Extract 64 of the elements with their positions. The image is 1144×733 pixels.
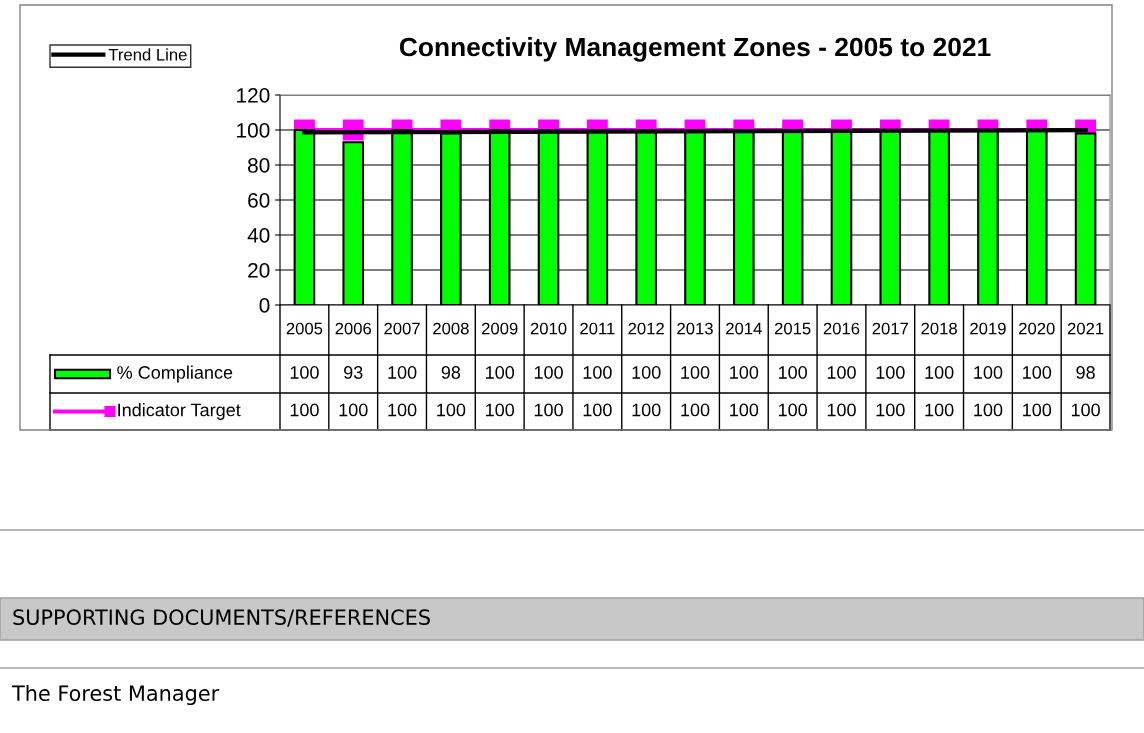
y-tick-label: 80 [248, 158, 270, 173]
data-label: 100 [925, 366, 954, 379]
x-tick-label: 2010 [530, 322, 567, 335]
data-label: 100 [437, 403, 466, 417]
x-tick-label: 2011 [580, 322, 615, 335]
y-tick-label: 120 [237, 88, 270, 103]
data-label: 100 [827, 366, 856, 379]
data-label: 100 [681, 403, 710, 417]
legend-label: % Compliance [117, 365, 233, 383]
data-label: 100 [339, 403, 368, 417]
data-label: 100 [1023, 403, 1052, 417]
data-label: 100 [876, 403, 905, 417]
x-tick-label: 2012 [628, 322, 664, 335]
legend-label: Indicator Target [118, 403, 241, 420]
x-tick-label: 2009 [482, 322, 518, 335]
x-tick-label: 2017 [872, 322, 908, 335]
data-label: 100 [534, 366, 563, 379]
x-tick-label: 2008 [433, 322, 469, 335]
data-label: 100 [730, 366, 759, 379]
data-label: 100 [1071, 403, 1100, 417]
x-tick-label: 2018 [921, 322, 957, 335]
data-label: 100 [730, 403, 759, 417]
x-tick-label: 2013 [677, 322, 713, 335]
y-tick-label: 20 [248, 263, 270, 278]
data-label: 100 [876, 366, 905, 379]
data-label: 100 [778, 366, 807, 379]
data-label: 100 [534, 403, 563, 417]
data-label: 100 [583, 366, 612, 379]
data-label: 100 [486, 403, 515, 417]
x-tick-label: 2015 [774, 322, 811, 335]
text: SUPPORTING DOCUMENTS/REFERENCES [13, 609, 430, 627]
data-label: 100 [974, 366, 1003, 379]
x-tick-label: 2007 [384, 322, 420, 335]
data-label: 100 [388, 403, 417, 417]
data-label: 98 [1076, 366, 1095, 379]
data-label: 98 [441, 366, 461, 379]
data-label: 100 [925, 403, 954, 417]
text: The Forest Manager [11, 684, 220, 706]
chart-title: Connectivity Management Zones - 2005 to 2021 [399, 36, 991, 62]
data-label: 100 [632, 403, 661, 417]
legend-label: Trend Line [108, 48, 187, 61]
data-label: 100 [827, 403, 856, 417]
x-tick-label: 2021 [1067, 322, 1104, 335]
y-tick-label: 40 [247, 228, 270, 243]
x-tick-label: 2005 [286, 322, 323, 335]
x-tick-label: 2019 [970, 322, 1006, 335]
x-tick-label: 2006 [335, 322, 372, 335]
x-tick-label: 2020 [1019, 322, 1055, 335]
data-label: 100 [290, 366, 319, 379]
y-tick-label: 100 [237, 123, 270, 138]
data-label: 100 [778, 403, 807, 417]
data-label: 100 [681, 366, 710, 379]
data-label: 100 [632, 366, 661, 379]
data-label: 100 [388, 366, 417, 379]
data-label: 100 [1023, 366, 1052, 379]
y-tick-label: 0 [259, 298, 270, 313]
x-tick-label: 2016 [823, 322, 860, 335]
data-label: 100 [974, 403, 1003, 417]
data-label: 93 [344, 366, 363, 379]
y-tick-label: 60 [248, 193, 270, 208]
data-label: 100 [583, 403, 612, 417]
x-tick-label: 2014 [726, 322, 762, 335]
data-label: 100 [486, 366, 515, 379]
data-label: 100 [290, 403, 319, 417]
